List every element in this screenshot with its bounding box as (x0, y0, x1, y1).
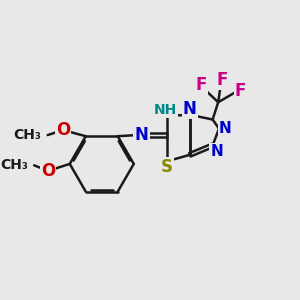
Text: F: F (196, 76, 207, 94)
Text: O: O (41, 162, 55, 180)
Text: N: N (134, 126, 148, 144)
Text: N: N (210, 144, 223, 159)
Text: N: N (183, 100, 197, 118)
Text: F: F (235, 82, 246, 100)
Text: CH₃: CH₃ (0, 158, 28, 172)
Text: N: N (219, 121, 232, 136)
Text: F: F (217, 71, 228, 89)
Text: NH: NH (154, 103, 177, 117)
Text: CH₃: CH₃ (14, 128, 41, 142)
Text: S: S (161, 158, 173, 176)
Text: O: O (56, 121, 70, 139)
